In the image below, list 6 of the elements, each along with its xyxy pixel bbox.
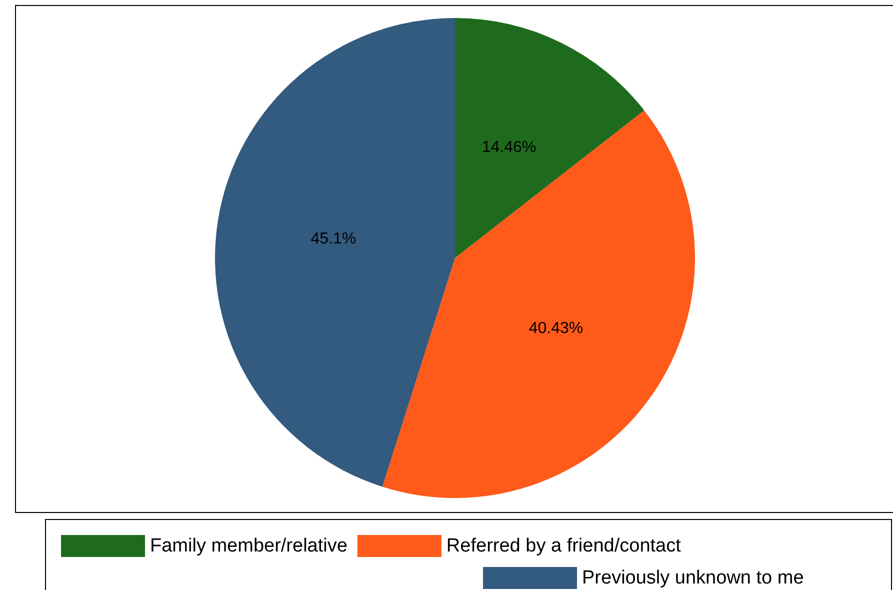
data-label: 45.1% [310,230,356,248]
legend-label: Family member/relative [150,536,348,556]
data-label: 14.46% [482,138,536,156]
legend-label: Previously unknown to me [582,568,804,588]
data-label: 40.43% [528,320,584,337]
legend-label: Referred by a friend/contact [446,536,682,556]
